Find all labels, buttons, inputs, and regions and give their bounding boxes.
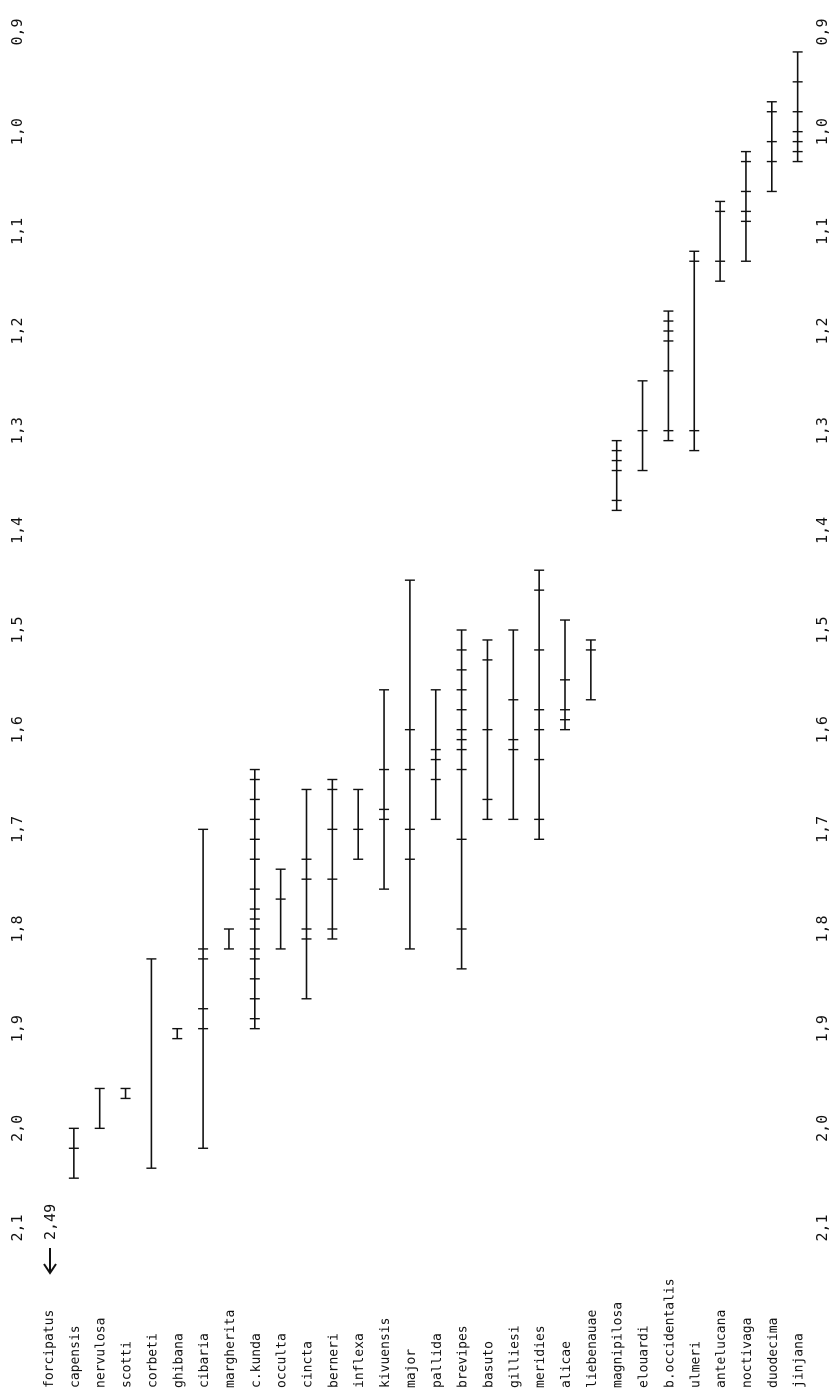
tick-label-left: 1,0 [8, 118, 26, 145]
species-range-capensis [68, 1127, 79, 1179]
species-label: alicae [559, 1341, 574, 1388]
species-range-alicae [560, 619, 570, 731]
species-range-pallida [430, 689, 441, 821]
species-range-magnipilosa [611, 439, 622, 512]
tick-label-left: 2,1 [8, 1214, 26, 1241]
species-label: pallida [430, 1333, 445, 1388]
species-range-duodecima [766, 101, 777, 193]
tick-label-left: 1,3 [8, 417, 26, 444]
species-range-kivuensis [379, 689, 390, 890]
tick-label-right: 1,2 [813, 317, 831, 344]
species-range-margherita [223, 928, 234, 950]
species-label: jinjana [792, 1333, 807, 1388]
annotation-arrow-head [43, 1263, 57, 1275]
species-label: corbeti [145, 1333, 160, 1388]
species-label: liebenauae [585, 1310, 600, 1388]
species-label: cibaria [197, 1333, 212, 1388]
species-label: ghibana [171, 1333, 186, 1388]
tick-label-left: 1,2 [8, 317, 26, 344]
species-label: capensis [68, 1325, 83, 1388]
species-label: brevipes [456, 1325, 471, 1388]
species-label: margherita [223, 1310, 238, 1388]
tick-label-right: 2,0 [813, 1115, 831, 1142]
tick-label-right: 1,5 [813, 616, 831, 643]
species-label: antelucana [714, 1310, 729, 1388]
tick-label-left: 1,9 [8, 1015, 26, 1042]
species-range-gilliesi [508, 629, 519, 821]
species-range-b-occidentalis [663, 310, 674, 442]
species-label: noctivaga [740, 1318, 755, 1388]
tick-label-left: 2,0 [8, 1115, 26, 1142]
species-label: gilliesi [507, 1325, 522, 1388]
species-range-c-kunda [249, 768, 260, 1030]
species-label: magnipilosa [611, 1302, 626, 1388]
species-label: cincta [301, 1341, 316, 1388]
axis-ticks-right: 0,9 1,0 1,1 1,2 1,3 1,4 1,5 1,6 1,7 1,8 1,9 2,0 2,1 [813, 18, 831, 1241]
species-ranges [68, 51, 803, 1179]
species-label: basuto [481, 1341, 496, 1388]
species-range-berneri [327, 778, 338, 940]
tick-label-left: 1,1 [8, 218, 26, 245]
tick-label-left: 1,7 [8, 816, 26, 843]
species-range-meridies [534, 569, 545, 840]
annotation: 2,49 [41, 1204, 59, 1275]
tick-label-right: 1,4 [813, 517, 831, 544]
tick-label-right: 1,0 [813, 118, 831, 145]
annotation-label: 2,49 [41, 1204, 59, 1240]
species-range-elouardi [637, 380, 648, 472]
species-label: scotti [120, 1341, 135, 1388]
tick-label-right: 1,1 [813, 218, 831, 245]
tick-label-right: 1,6 [813, 716, 831, 743]
species-range-scotti [120, 1087, 131, 1100]
species-label: occulta [275, 1333, 290, 1388]
species-range-inflexa [353, 788, 364, 860]
tick-label-right: 1,7 [813, 816, 831, 843]
tick-label-right: 1,9 [813, 1015, 831, 1042]
species-range-liebenauae [585, 639, 596, 701]
species-range-cibaria [198, 828, 209, 1149]
species-labels: forcipatus capensis nervulosa scotti corbeti… [42, 1278, 807, 1388]
tick-label-right: 0,9 [813, 18, 831, 45]
tick-label-left: 1,4 [8, 517, 26, 544]
species-range-jinjana [792, 51, 803, 163]
species-range-antelucana [715, 200, 726, 282]
species-range-corbeti [146, 958, 157, 1169]
species-range-major [404, 579, 415, 950]
tick-label-left: 1,5 [8, 616, 26, 643]
species-range-occulta [275, 868, 286, 950]
species-label: b.occidentalis [662, 1278, 677, 1388]
species-label: elouardi [637, 1325, 652, 1388]
species-label: kivuensis [378, 1318, 393, 1388]
species-label: ulmeri [688, 1341, 703, 1388]
species-range-ulmeri [689, 250, 700, 452]
species-label: forcipatus [42, 1310, 57, 1388]
tick-label-right: 2,1 [813, 1214, 831, 1241]
species-range-cincta [301, 788, 312, 1000]
species-label: c.kunda [249, 1333, 264, 1388]
species-label: nervulosa [94, 1318, 109, 1388]
species-label: berneri [326, 1333, 341, 1388]
species-range-basuto [482, 639, 493, 821]
axis-ticks-left: 0,9 1,0 1,1 1,2 1,3 1,4 1,5 1,6 1,7 1,8 1,9 2,0 2,1 [8, 18, 26, 1241]
species-label: meridies [533, 1325, 548, 1388]
species-range-brevipes [456, 629, 467, 970]
tick-label-right: 1,3 [813, 417, 831, 444]
species-label: major [404, 1349, 419, 1388]
species-range-ghibana [172, 1027, 183, 1040]
tick-label-right: 1,8 [813, 915, 831, 942]
tick-label-left: 1,6 [8, 716, 26, 743]
tick-label-left: 1,8 [8, 915, 26, 942]
species-label: duodecima [766, 1318, 781, 1388]
species-label: inflexa [352, 1333, 367, 1388]
tick-label-left: 0,9 [8, 18, 26, 45]
species-range-nervulosa [94, 1087, 105, 1130]
species-range-noctivaga [740, 150, 751, 262]
